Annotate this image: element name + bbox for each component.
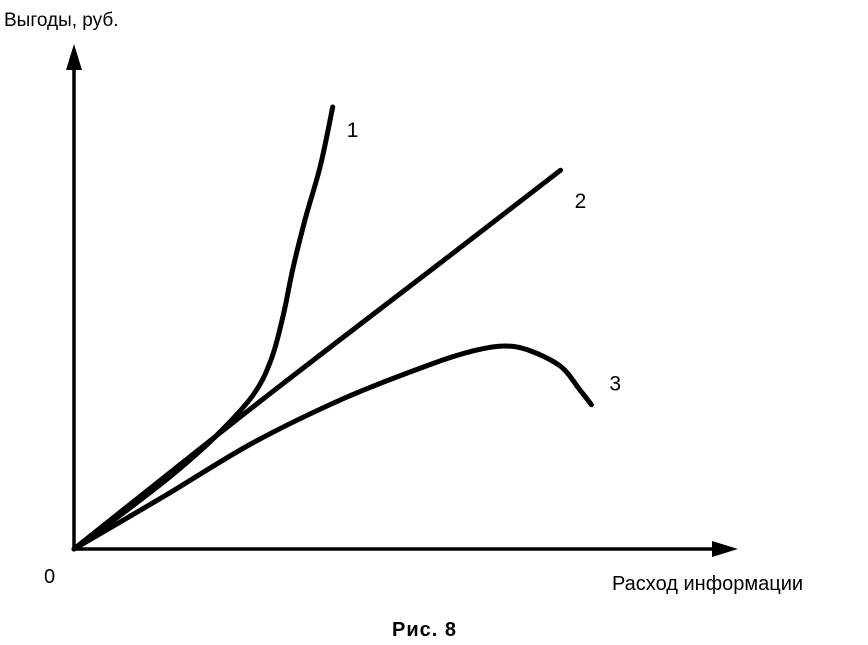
origin-label: 0 [44,566,55,588]
series-1-line [71,104,336,552]
y-axis-arrow [66,44,82,70]
x-axis-arrow [712,541,738,557]
y-axis-label: Выгоды, руб. [4,10,119,31]
x-axis-label: Расход информации [612,573,803,595]
series-2-label: 2 [575,190,587,213]
axes [66,44,738,557]
series-2-line [71,167,564,552]
series-3-label: 3 [609,373,621,396]
figure-caption: Рис. 8 [392,619,457,641]
series-3-line [71,343,594,552]
series-1-label: 1 [347,119,359,142]
series-layer: 1 2 3 [71,104,621,552]
